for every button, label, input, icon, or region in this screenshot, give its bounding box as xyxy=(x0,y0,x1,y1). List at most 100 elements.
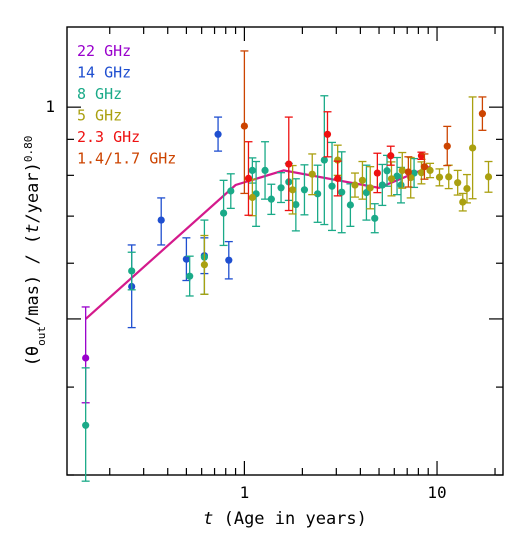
y-axis-label-part: /year) xyxy=(23,162,43,223)
point-marker xyxy=(387,175,396,183)
data-point xyxy=(350,172,359,198)
point-marker xyxy=(383,167,391,175)
data-point xyxy=(185,255,194,297)
x-tick-label: 1 xyxy=(240,483,250,502)
point-marker xyxy=(469,144,477,152)
point-marker xyxy=(314,190,322,198)
x-axis-label: t (Age in years) xyxy=(203,509,367,529)
data-point xyxy=(240,50,249,195)
data-point xyxy=(244,141,253,216)
point-marker xyxy=(186,272,194,280)
legend-item: 5 GHz xyxy=(77,107,122,125)
data-point xyxy=(127,251,136,291)
point-marker xyxy=(225,256,233,264)
data-point xyxy=(346,183,355,227)
data-point xyxy=(484,160,493,193)
data-point xyxy=(214,116,223,152)
y-axis-label-part: t xyxy=(23,224,43,234)
point-marker xyxy=(404,168,412,176)
data-point xyxy=(333,160,342,197)
point-marker xyxy=(478,110,487,118)
y-axis-label-part: out xyxy=(35,326,48,346)
point-marker xyxy=(308,170,316,178)
data-point xyxy=(200,234,209,295)
point-marker xyxy=(398,166,406,175)
data-point xyxy=(373,152,382,194)
data-point xyxy=(435,168,444,187)
x-tick-label: 10 xyxy=(427,483,446,502)
data-point xyxy=(248,178,257,217)
point-marker xyxy=(248,193,256,202)
point-marker xyxy=(459,198,467,206)
point-marker xyxy=(397,181,405,189)
data-point xyxy=(219,179,228,247)
point-marker xyxy=(240,122,248,130)
data-point xyxy=(420,153,429,180)
data-point xyxy=(443,125,452,167)
point-marker xyxy=(244,174,253,183)
point-marker xyxy=(387,152,395,160)
data-point xyxy=(386,145,395,166)
point-marker xyxy=(320,156,328,164)
data-point xyxy=(362,164,371,221)
legend-item: 8 GHz xyxy=(77,85,122,103)
point-marker xyxy=(445,173,453,181)
data-point xyxy=(288,164,297,215)
legend-item: 1.4/1.7 GHz xyxy=(77,150,176,168)
point-marker xyxy=(182,255,190,263)
data-point xyxy=(323,111,332,158)
point-marker xyxy=(362,189,371,197)
data-point xyxy=(387,161,396,197)
data-point xyxy=(462,173,471,204)
axis-ticks xyxy=(67,27,503,476)
point-marker xyxy=(200,261,208,269)
data-point xyxy=(284,116,293,212)
fit-line xyxy=(84,165,431,320)
point-marker xyxy=(366,184,374,192)
point-marker xyxy=(277,184,285,192)
point-marker xyxy=(82,354,90,362)
y-tick-label: 1 xyxy=(45,97,55,116)
point-marker xyxy=(261,166,269,175)
point-marker xyxy=(443,142,451,150)
point-marker xyxy=(300,186,309,194)
data-point xyxy=(478,96,487,131)
plot-frame xyxy=(66,26,504,476)
data-point xyxy=(267,183,276,216)
point-marker xyxy=(435,173,444,181)
point-marker xyxy=(82,421,90,429)
data-point xyxy=(426,162,435,179)
point-marker xyxy=(334,156,342,164)
point-marker xyxy=(378,181,386,189)
legend: 22 GHz 14 GHz 8 GHz 5 GHz 2.3 GHz 1.4/1.7 GHz xyxy=(77,42,176,168)
point-marker xyxy=(227,187,235,195)
data-point xyxy=(453,169,462,196)
y-axis-label-part: 0.80 xyxy=(22,136,35,163)
data-point xyxy=(328,141,337,232)
point-marker xyxy=(373,169,381,177)
point-marker xyxy=(484,173,493,181)
data-point xyxy=(224,240,233,280)
point-marker xyxy=(426,166,434,175)
point-marker xyxy=(128,267,136,275)
legend-item: 2.3 GHz xyxy=(77,128,140,146)
y-axis-label-part: /mas) / ( xyxy=(23,234,43,326)
data-point xyxy=(398,151,407,189)
point-marker xyxy=(417,169,426,177)
data-point xyxy=(300,164,309,216)
data-point xyxy=(404,156,413,188)
point-marker xyxy=(351,181,359,189)
x-axis-label-var: t xyxy=(203,509,213,529)
legend-item: 22 GHz xyxy=(77,42,131,60)
point-marker xyxy=(285,160,293,168)
point-marker xyxy=(267,195,275,203)
data-point xyxy=(226,173,235,210)
fit-line-layer xyxy=(84,165,431,320)
data-point xyxy=(261,141,270,200)
point-marker xyxy=(328,182,336,190)
point-marker xyxy=(454,179,462,187)
point-marker xyxy=(248,166,256,175)
x-axis-label-text: (Age in years) xyxy=(213,509,367,529)
